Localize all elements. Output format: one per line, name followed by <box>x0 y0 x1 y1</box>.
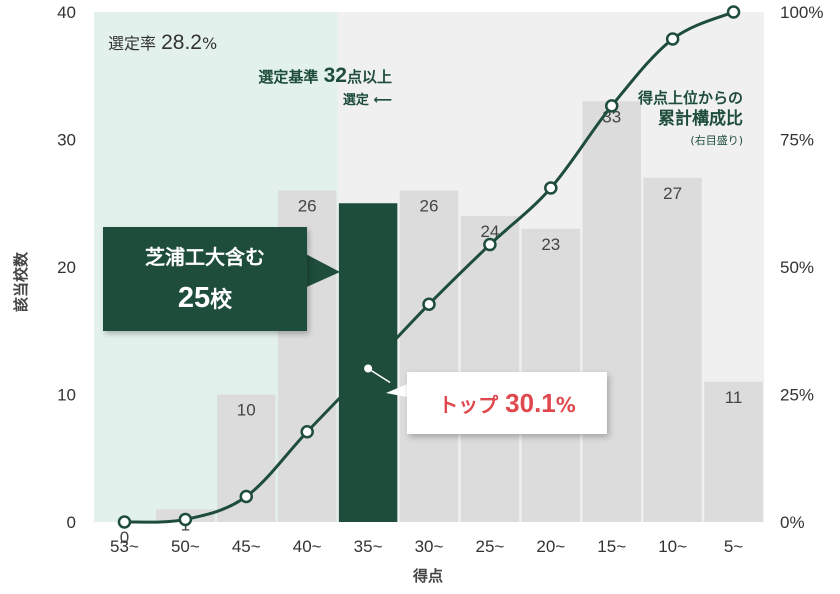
left-arrow-icon: ⟵ <box>373 93 392 108</box>
selection-label: 選定 <box>342 93 369 108</box>
highlight-callout: 芝浦工大含む 25校 <box>103 227 307 331</box>
top-share-unit: % <box>555 393 576 417</box>
y2-tick-label: 50% <box>780 258 814 277</box>
top-share-callout: トップ 30.1% <box>407 372 607 434</box>
x-tick-label: 10~ <box>658 537 687 556</box>
bars-group <box>156 101 763 522</box>
x-tick-label: 40~ <box>293 537 322 556</box>
y-axis-title: 該当校数 <box>12 251 30 312</box>
bar <box>582 101 641 522</box>
bar-value-label: 27 <box>663 184 682 203</box>
y-tick-label: 10 <box>57 386 76 405</box>
selection-rate-unit: % <box>201 34 218 53</box>
cumulative-point <box>604 99 619 113</box>
y2-tick-label: 25% <box>780 386 814 405</box>
cumulative-point <box>665 32 680 46</box>
cumulative-point <box>117 515 132 529</box>
cumulative-note-line2: 累計構成比 <box>658 109 744 129</box>
x-axis-title: 得点 <box>412 567 443 585</box>
x-tick-label: 30~ <box>415 537 444 556</box>
bar-value-label: 26 <box>298 197 317 216</box>
x-tick-label: 5~ <box>724 537 743 556</box>
x-tick-label: 50~ <box>171 537 200 556</box>
cumulative-point <box>483 237 497 252</box>
x-tick-label: 35~ <box>354 537 383 556</box>
bar-value-label: 0 <box>120 528 129 547</box>
bar-value-label: 26 <box>420 197 439 216</box>
cumulative-note-line3: (右目盛り) <box>690 134 744 147</box>
cumulative-point <box>726 5 741 19</box>
highlight-bar <box>338 203 398 522</box>
selection-rate: 選定率 28.2% <box>108 30 217 55</box>
cumulative-points-group <box>117 5 741 529</box>
y2-tick-label: 0% <box>780 513 805 532</box>
y2-axis-ticks: 0% 25% 50% 75% 100% <box>780 3 823 532</box>
callout-connector <box>367 367 391 384</box>
criterion-prefix: 選定基準 <box>258 68 319 86</box>
y2-tick-label: 100% <box>780 3 823 22</box>
bar <box>704 381 763 522</box>
callout-pointer <box>300 251 340 290</box>
callout-value: 25 <box>177 282 211 314</box>
top-callout-pointer <box>386 382 412 398</box>
top-share-label: トップ <box>438 393 499 417</box>
y-tick-label: 30 <box>57 131 76 150</box>
bar-value-label: 11 <box>725 388 743 407</box>
x-tick-label: 45~ <box>232 537 261 556</box>
bar-value-label: 10 <box>237 401 256 420</box>
cumulative-point <box>300 424 314 439</box>
x-tick-label: 20~ <box>536 537 565 556</box>
cumulative-point-highlight <box>364 364 373 373</box>
bar <box>460 216 520 522</box>
criterion-suffix: 点以上 <box>346 68 392 86</box>
selection-rate-value: 28.2 <box>161 31 202 54</box>
y-tick-label: 40 <box>57 3 76 22</box>
x-tick-label: 25~ <box>475 537 504 556</box>
x-tick-label: 15~ <box>597 537 626 556</box>
callout-unit: 校 <box>210 288 233 313</box>
cumulative-note-line1: 得点上位からの <box>638 89 744 107</box>
bar <box>399 190 459 522</box>
bar <box>643 177 702 522</box>
cumulative-line-note: 得点上位からの 累計構成比 (右目盛り) <box>638 88 743 151</box>
criterion-value: 32 <box>323 64 347 87</box>
bar-value-label: 23 <box>541 235 560 254</box>
callout-title: 芝浦工大含む <box>145 245 265 269</box>
cumulative-point <box>239 489 254 504</box>
cumulative-point <box>422 297 436 311</box>
y-tick-label: 20 <box>57 258 76 277</box>
cumulative-point <box>178 512 193 527</box>
y2-tick-label: 75% <box>780 131 814 150</box>
bar-labels-group: 011026262423332711 <box>120 107 743 547</box>
x-tick-label: 53~ <box>110 537 139 556</box>
y-axis-ticks: 0 10 20 30 40 <box>57 3 76 532</box>
bar-value-label: 24 <box>480 222 499 241</box>
cumulative-point <box>544 181 558 195</box>
x-axis-ticks: 53~ 50~ 45~ 40~ 35~ 30~ 25~ 20~ 15~ 10~ 5~ <box>110 537 743 556</box>
selection-rate-label: 選定率 <box>108 34 157 53</box>
y-tick-label: 0 <box>67 513 76 532</box>
top-share-value: 30.1 <box>505 388 556 418</box>
selection-criterion: 選定基準 32点以上 選定 ⟵ <box>258 64 392 113</box>
